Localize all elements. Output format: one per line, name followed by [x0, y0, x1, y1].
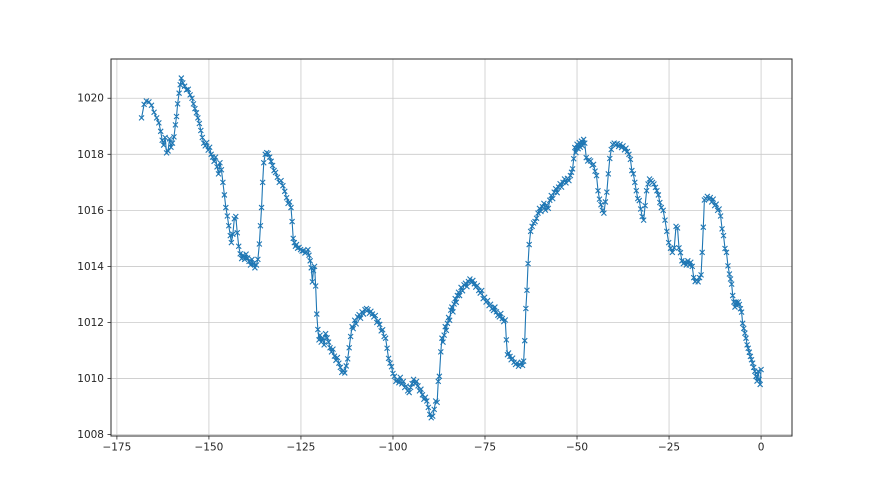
y-axis-tick-label: 1016	[77, 205, 104, 217]
x-axis-tick-label: −150	[194, 442, 223, 454]
x-axis-tick-label: −175	[102, 442, 131, 454]
x-axis-tick-label: −100	[379, 442, 408, 454]
x-axis-tick-label: −125	[287, 442, 316, 454]
x-axis-tick-label: −75	[474, 442, 496, 454]
y-axis-tick-label: 1012	[77, 317, 104, 329]
x-axis-tick-label: −25	[658, 442, 680, 454]
data-markers-x	[138, 75, 764, 421]
y-axis-tick-label: 1018	[77, 149, 104, 161]
axes-spine	[110, 58, 793, 437]
x-axis-tick-label: −50	[566, 442, 588, 454]
y-axis-tick-label: 1010	[77, 373, 104, 385]
y-axis-tick-label: 1014	[77, 261, 104, 273]
x-axis-tick-label: 0	[758, 442, 765, 454]
plot-area	[111, 59, 792, 436]
y-axis-tick-label: 1020	[77, 93, 104, 105]
y-axis-tick-label: 1008	[77, 429, 104, 441]
